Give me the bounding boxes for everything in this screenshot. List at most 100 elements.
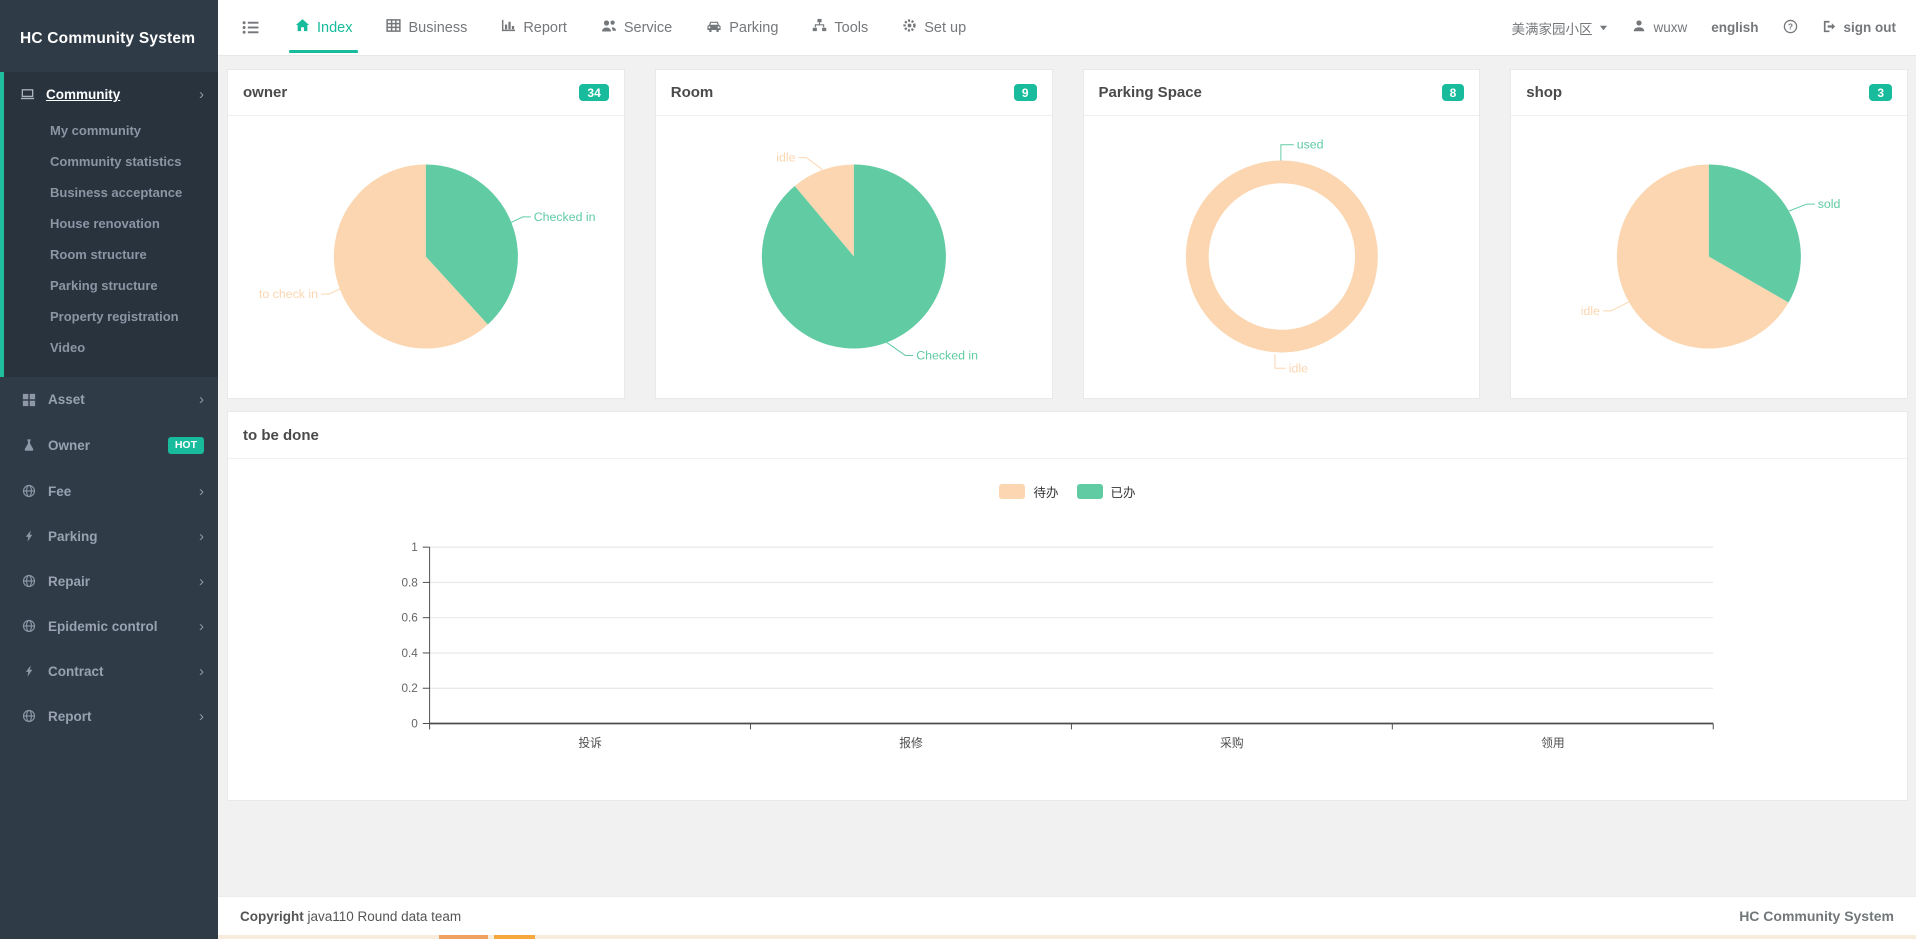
shop-card: shop 3 sold idle <box>1510 69 1908 399</box>
sidebar-section-community: Community › My community Community stati… <box>0 72 218 377</box>
x-category: 投诉 <box>578 736 602 750</box>
sign-out-icon <box>1822 19 1837 37</box>
language-switch[interactable]: english <box>1711 20 1759 35</box>
pie-label: idle <box>776 151 795 165</box>
tab-parking[interactable]: Parking <box>706 0 778 55</box>
y-tick: 1 <box>411 541 418 554</box>
card-title: shop <box>1526 84 1563 101</box>
car-icon <box>706 18 722 38</box>
page-footer: Copyright java110 Round data team HC Com… <box>218 896 1916 935</box>
owner-pie-chart: Checked in to check in <box>228 116 624 398</box>
sidebar-item-label: Asset <box>48 392 85 407</box>
navbar-right: 美满家园小区 wuxw english ? sign out <box>1511 18 1896 38</box>
sidebar-subitem-business-acceptance[interactable]: Business acceptance <box>50 185 183 200</box>
sidebar-item-report[interactable]: Report › <box>0 694 218 739</box>
sidebar-item-parking[interactable]: Parking › <box>0 514 218 559</box>
shop-card-header: shop 3 <box>1511 70 1907 116</box>
sidebar-item-label: Report <box>48 708 92 724</box>
bolt-icon <box>20 529 38 543</box>
sidebar-item-repair[interactable]: Repair › <box>0 559 218 604</box>
parking-space-card-header: Parking Space 8 <box>1083 70 1480 116</box>
sidebar-subitem-parking-structure[interactable]: Parking structure <box>50 278 158 293</box>
shop-pie-chart: sold idle <box>1511 116 1907 398</box>
pie-label: idle <box>1581 304 1600 318</box>
globe-icon <box>20 709 38 723</box>
user-menu[interactable]: wuxw <box>1632 19 1687 36</box>
sign-out-button[interactable]: sign out <box>1822 19 1897 37</box>
sidebar-item-fee[interactable]: Fee › <box>0 469 218 514</box>
strip-segment <box>439 935 488 939</box>
sidebar-item-community[interactable]: Community › <box>4 74 218 115</box>
main-content: owner 34 Checked in to check in Room 9 <box>218 56 1916 801</box>
todo-panel: to be done 待办 已办 <box>227 411 1908 801</box>
tab-label: Tools <box>834 19 869 36</box>
tab-label: Business <box>408 19 468 36</box>
count-badge: 34 <box>579 84 609 101</box>
x-category: 领用 <box>1541 737 1565 750</box>
sitemap-icon <box>812 18 827 37</box>
pie-label: Checked in <box>916 348 978 362</box>
count-badge: 9 <box>1013 84 1037 101</box>
chevron-right-icon: › <box>199 572 204 590</box>
copyright-label: Copyright <box>240 908 304 924</box>
flask-icon <box>20 438 38 452</box>
sidebar-subitem-room-structure[interactable]: Room structure <box>50 247 147 262</box>
globe-icon <box>20 574 38 588</box>
panel-title: to be done <box>243 426 319 444</box>
tab-label: Index <box>317 19 353 36</box>
help-button[interactable]: ? <box>1783 19 1798 37</box>
sidebar-subitem-community-statistics[interactable]: Community statistics <box>50 154 182 169</box>
tab-set-up[interactable]: Set up <box>902 0 966 55</box>
sidebar-item-label: Owner <box>48 437 91 453</box>
sidebar-item-epidemic-control[interactable]: Epidemic control › <box>0 604 218 649</box>
sign-out-label: sign out <box>1843 20 1897 35</box>
tab-index[interactable]: Index <box>288 0 360 55</box>
owner-card-header: owner 34 <box>228 70 624 116</box>
count-badge: 3 <box>1869 84 1892 101</box>
pie-label: idle <box>1288 361 1307 375</box>
sidebar-sections: Asset › Owner HOT Fee › Parking › <box>0 377 218 739</box>
strip-segment <box>494 935 535 939</box>
chevron-right-icon: › <box>199 391 204 408</box>
tab-service[interactable]: Service <box>601 0 672 55</box>
x-category: 采购 <box>1220 736 1244 750</box>
pie-label: sold <box>1818 197 1841 211</box>
menu-toggle-button[interactable] <box>242 19 259 36</box>
legend-item-pending[interactable]: 待办 <box>999 482 1059 501</box>
legend-swatch <box>999 483 1026 499</box>
sidebar-subitem-video[interactable]: Video <box>50 340 86 355</box>
sidebar-item-asset[interactable]: Asset › <box>0 377 218 422</box>
room-card-header: Room 9 <box>655 70 1052 116</box>
tab-tools[interactable]: Tools <box>812 0 868 55</box>
count-badge: 8 <box>1441 84 1465 101</box>
community-selector[interactable]: 美满家园小区 <box>1511 18 1608 38</box>
room-card: Room 9 idle Checked in <box>654 69 1053 399</box>
sidebar-subitem-my-community[interactable]: My community <box>50 123 142 138</box>
pie-label: to check in <box>259 287 318 301</box>
copyright-text: java110 Round data team <box>307 908 462 924</box>
sidebar-item-label: Fee <box>48 483 72 499</box>
hot-badge: HOT <box>167 437 204 454</box>
sidebar-subitem-property-registration[interactable]: Property registration <box>50 309 179 324</box>
legend-item-done[interactable]: 已办 <box>1076 482 1136 501</box>
home-icon <box>295 18 310 37</box>
chevron-right-icon: › <box>199 482 204 500</box>
y-tick: 0.8 <box>402 576 419 589</box>
owner-card: owner 34 Checked in to check in <box>227 69 625 399</box>
globe-icon <box>20 484 38 498</box>
username: wuxw <box>1653 20 1688 35</box>
bolt-icon <box>20 664 38 678</box>
pie-label: used <box>1296 138 1323 152</box>
sidebar-submenu-community: My community Community statistics Busine… <box>4 115 218 363</box>
y-tick: 0.6 <box>402 612 419 625</box>
app-title: HC Community System <box>20 30 196 47</box>
sidebar-subitem-house-renovation[interactable]: House renovation <box>50 216 160 231</box>
tab-business[interactable]: Business <box>386 0 467 55</box>
globe-icon <box>20 619 38 633</box>
caret-down-icon <box>1599 20 1608 35</box>
tab-report[interactable]: Report <box>501 0 567 55</box>
sidebar-item-label: Community <box>46 87 121 102</box>
sidebar-item-owner[interactable]: Owner HOT <box>0 422 218 469</box>
tab-label: Service <box>623 19 673 36</box>
sidebar-item-contract[interactable]: Contract › <box>0 649 218 694</box>
